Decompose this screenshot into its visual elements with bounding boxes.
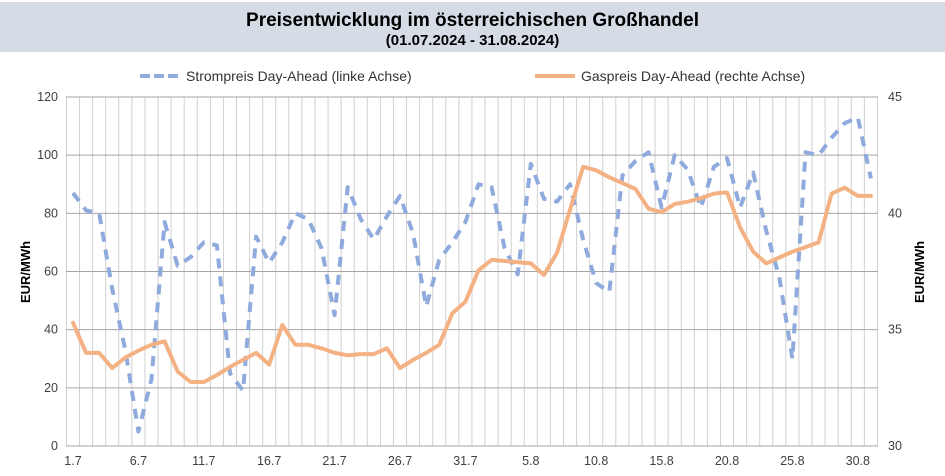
y-tick-label: 0 xyxy=(51,439,58,453)
x-tick-label: 20.8 xyxy=(715,454,739,468)
x-tick-label: 31.7 xyxy=(453,454,477,468)
y-tick-label: 80 xyxy=(44,206,58,220)
axis-ticks: 0 20 40 60 80 100 120 30 35 40 45 1.7 6.7 11.7 16.7 21.… xyxy=(37,90,902,468)
series-lines xyxy=(71,115,873,434)
y-tick-label: 60 xyxy=(44,265,58,279)
x-tick-label: 16.7 xyxy=(257,454,281,468)
y2-tick-label: 30 xyxy=(888,439,902,453)
x-tick-label: 1.7 xyxy=(64,454,81,468)
x-tick-label: 21.7 xyxy=(322,454,346,468)
x-tick-label: 15.8 xyxy=(649,454,673,468)
x-tick-label: 10.8 xyxy=(584,454,608,468)
chart-title: Preisentwicklung im österreichischen Gro… xyxy=(246,10,699,31)
y2-tick-label: 35 xyxy=(888,323,902,337)
chart-subtitle: (01.07.2024 - 31.08.2024) xyxy=(385,32,560,49)
y-tick-label: 120 xyxy=(37,90,58,104)
legend-label: Strompreis Day-Ahead (linke Achse) xyxy=(186,68,412,84)
chart-header: Preisentwicklung im österreichischen Gro… xyxy=(0,2,945,52)
x-tick-label: 11.7 xyxy=(192,454,215,468)
legend: Strompreis Day-Ahead (linke Achse) Gaspre… xyxy=(140,68,805,84)
x-tick-label: 25.8 xyxy=(780,454,804,468)
y2-tick-label: 40 xyxy=(888,206,902,220)
y2-axis-title: EUR/MWh xyxy=(912,241,927,303)
y-tick-label: 100 xyxy=(37,148,58,162)
y-tick-label: 40 xyxy=(44,323,58,337)
legend-label: Gaspreis Day-Ahead (rechte Achse) xyxy=(581,68,805,84)
x-tick-label: 26.7 xyxy=(388,454,412,468)
x-tick-label: 5.8 xyxy=(522,454,539,468)
series-line-gaspreis xyxy=(71,164,873,384)
series-line-strompreis xyxy=(71,115,873,434)
gridlines xyxy=(65,96,878,447)
y2-tick-label: 45 xyxy=(888,90,902,104)
y-tick-label: 20 xyxy=(44,381,58,395)
x-tick-label: 6.7 xyxy=(130,454,147,468)
x-tick-label: 30.8 xyxy=(846,454,870,468)
y-axis-title: EUR/MWh xyxy=(18,241,33,303)
